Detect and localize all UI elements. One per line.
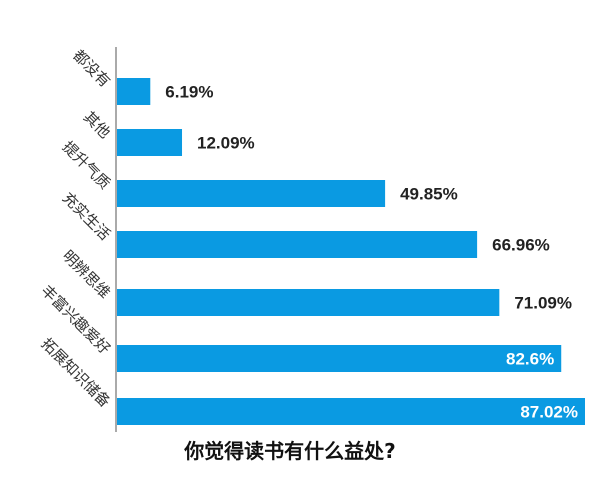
value-label: 49.85% bbox=[400, 185, 458, 204]
bar-2 bbox=[117, 180, 386, 207]
bar-0 bbox=[117, 78, 151, 105]
category-label: 充实生活 bbox=[59, 189, 114, 244]
value-label: 71.09% bbox=[514, 294, 572, 313]
value-label: 87.02% bbox=[520, 403, 578, 422]
category-label: 明辨思维 bbox=[59, 247, 114, 302]
category-label: 提升气质 bbox=[59, 138, 114, 193]
category-label: 都没有 bbox=[69, 46, 114, 91]
value-label: 12.09% bbox=[197, 134, 255, 153]
bar-3 bbox=[117, 231, 478, 258]
bar-5 bbox=[117, 345, 562, 372]
bar-1 bbox=[117, 129, 183, 156]
bar-6 bbox=[117, 398, 585, 425]
value-label: 6.19% bbox=[165, 83, 213, 102]
chart-title: 你觉得读书有什么益处? bbox=[183, 439, 396, 463]
bar-4 bbox=[117, 289, 500, 316]
value-label: 82.6% bbox=[506, 350, 554, 369]
value-label: 66.96% bbox=[492, 236, 550, 255]
category-label: 其他 bbox=[80, 108, 114, 142]
